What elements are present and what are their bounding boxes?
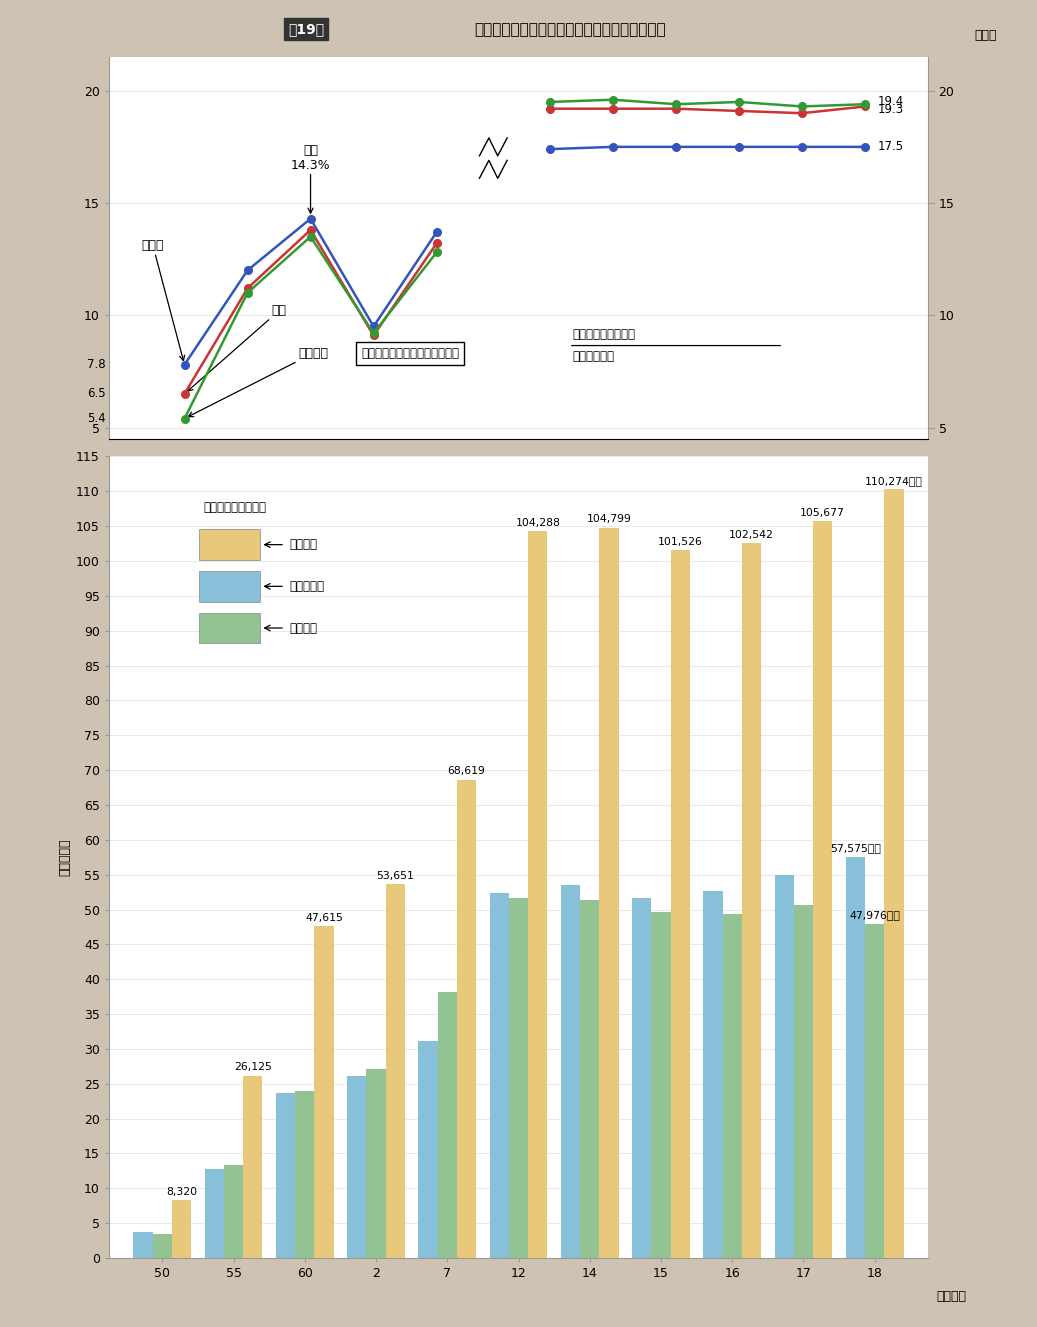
- Bar: [671, 551, 690, 1258]
- Text: 都道府県: 都道府県: [189, 346, 328, 417]
- Text: 105,677: 105,677: [801, 508, 845, 518]
- Bar: [633, 897, 651, 1258]
- Bar: [276, 1093, 296, 1258]
- Bar: [457, 780, 476, 1258]
- Bar: [418, 1042, 438, 1258]
- Text: 5.4: 5.4: [87, 411, 106, 425]
- Text: 一般財源総額: 一般財源総額: [572, 350, 614, 364]
- Text: 102,542: 102,542: [729, 529, 774, 540]
- FancyBboxPatch shape: [199, 571, 260, 601]
- Text: 公債費充当一般財源: 公債費充当一般財源: [203, 500, 267, 514]
- Text: 純計: 純計: [188, 304, 286, 391]
- Bar: [366, 1070, 386, 1258]
- Bar: [528, 531, 548, 1258]
- Bar: [561, 885, 580, 1258]
- Bar: [741, 543, 761, 1258]
- Text: 19.3: 19.3: [877, 104, 904, 117]
- Bar: [865, 924, 885, 1258]
- Bar: [296, 1091, 314, 1258]
- Bar: [489, 893, 509, 1258]
- Bar: [794, 905, 813, 1258]
- Text: 公債費充当一般財源: 公債費充当一般財源: [572, 328, 635, 341]
- Bar: [204, 1169, 224, 1258]
- Bar: [172, 1200, 191, 1258]
- Text: 104,799: 104,799: [587, 514, 632, 524]
- Bar: [703, 890, 723, 1258]
- Text: 19.4: 19.4: [877, 96, 904, 109]
- Bar: [775, 876, 794, 1258]
- Text: 47,615: 47,615: [305, 913, 343, 922]
- Y-axis label: （千億円）: （千億円）: [59, 839, 72, 876]
- Text: 市町村: 市町村: [142, 239, 185, 361]
- Text: 都道府県: 都道府県: [289, 621, 317, 634]
- Bar: [723, 914, 741, 1258]
- Bar: [509, 897, 528, 1258]
- Text: 68,619: 68,619: [448, 766, 485, 776]
- FancyBboxPatch shape: [199, 613, 260, 644]
- Text: 公債費負担比率（右目盛）％＝: 公債費負担比率（右目盛）％＝: [361, 346, 459, 360]
- Text: 26,125: 26,125: [234, 1063, 272, 1072]
- Text: 純　　計: 純 計: [289, 539, 317, 551]
- Text: 純計
14.3%: 純計 14.3%: [290, 143, 331, 214]
- Text: 7.8: 7.8: [87, 358, 106, 372]
- Bar: [386, 884, 404, 1258]
- FancyBboxPatch shape: [199, 529, 260, 560]
- Text: 104,288: 104,288: [515, 518, 560, 528]
- Text: 47,976億円: 47,976億円: [849, 910, 900, 920]
- Bar: [243, 1076, 262, 1258]
- Bar: [580, 901, 599, 1258]
- Bar: [599, 528, 619, 1258]
- Text: 6.5: 6.5: [87, 387, 106, 401]
- Text: 101,526: 101,526: [657, 537, 703, 547]
- Text: 市　町　村: 市 町 村: [289, 580, 325, 593]
- Bar: [314, 926, 334, 1258]
- Bar: [347, 1076, 366, 1258]
- Bar: [152, 1234, 172, 1258]
- Text: （％）: （％）: [974, 29, 997, 41]
- Text: 17.5: 17.5: [877, 141, 904, 154]
- Bar: [813, 522, 833, 1258]
- Text: 第19図: 第19図: [288, 23, 324, 36]
- Bar: [885, 490, 903, 1258]
- Bar: [651, 912, 671, 1258]
- Bar: [224, 1165, 243, 1258]
- Bar: [846, 857, 865, 1258]
- Text: （年度）: （年度）: [936, 1290, 966, 1303]
- Text: 53,651: 53,651: [376, 871, 414, 881]
- Bar: [134, 1233, 152, 1258]
- Text: 57,575億円: 57,575億円: [830, 843, 880, 853]
- Text: 110,274億円: 110,274億円: [865, 476, 923, 486]
- Text: 8,320: 8,320: [166, 1186, 197, 1197]
- Text: 公債費充当一般財源及び公債費負担比率の推移: 公債費充当一般財源及び公債費負担比率の推移: [475, 21, 666, 37]
- Bar: [438, 991, 457, 1258]
